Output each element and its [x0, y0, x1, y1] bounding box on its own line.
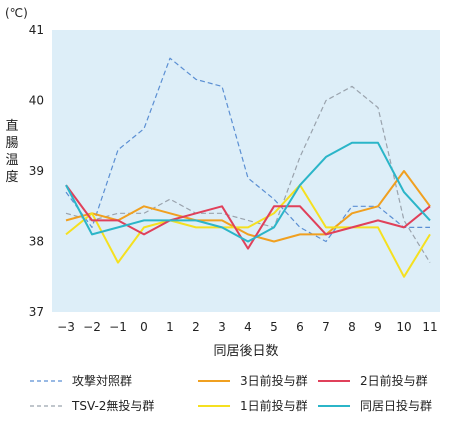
series-line-1 [65, 57, 430, 243]
x-tick-label: 3 [218, 320, 226, 334]
y-tick-label: 38 [29, 235, 44, 249]
x-tick-label: 7 [322, 320, 330, 334]
x-tick-label: 6 [296, 320, 304, 334]
x-tick-label: 8 [348, 320, 356, 334]
x-tick-label: 5 [270, 320, 278, 334]
legend-label-3: 2日前投与群 [360, 373, 428, 388]
legend-label-6: 同居日投与群 [360, 398, 432, 413]
plot-background [52, 30, 440, 312]
series-lines [65, 57, 431, 278]
x-tick-label: 2 [192, 320, 200, 334]
x-tick-label: 9 [374, 320, 382, 334]
x-tick-label: −3 [57, 320, 75, 334]
series-line-2 [65, 85, 431, 263]
legend-label-1: 攻撃対照群 [72, 373, 132, 388]
y-axis-title-char-1: 直 [5, 119, 18, 134]
x-axis-title: 同居後日数 [213, 344, 278, 359]
x-tick-label: 11 [422, 320, 437, 334]
series-line-3 [65, 170, 431, 243]
x-tick-label: 1 [166, 320, 174, 334]
y-axis-title-char-4: 度 [5, 169, 18, 185]
x-tick-label: 10 [396, 320, 411, 334]
legend: 攻撃対照群 3日前投与群 2日前投与群 TSV-2無投与群 1日前投与群 同居日投与群 [30, 373, 432, 413]
y-tick-label: 40 [29, 94, 44, 108]
x-tick-label: −2 [83, 320, 101, 334]
series-line-6 [65, 141, 431, 243]
series-line-4 [65, 184, 431, 278]
y-tick-label: 41 [29, 23, 44, 37]
legend-label-4: TSV-2無投与群 [71, 398, 154, 413]
x-tick-label: −1 [109, 320, 127, 334]
x-tick-label: 0 [140, 320, 148, 334]
y-tick-label: 37 [29, 305, 44, 319]
y-tick-labels: 37 38 39 40 41 [29, 23, 44, 319]
unit-label: (℃) [5, 6, 28, 20]
y-axis-title-char-3: 温 [5, 153, 18, 168]
x-tick-labels: −3 −2 −1 0 1 2 3 4 5 6 7 8 9 10 11 [57, 320, 437, 334]
y-axis-title-char-2: 腸 [5, 136, 18, 151]
y-tick-label: 39 [29, 164, 44, 178]
x-tick-label: 4 [244, 320, 252, 334]
y-axis-title: 直 腸 温 度 [5, 119, 18, 185]
legend-label-5: 1日前投与群 [240, 398, 308, 413]
legend-label-2: 3日前投与群 [240, 373, 308, 388]
